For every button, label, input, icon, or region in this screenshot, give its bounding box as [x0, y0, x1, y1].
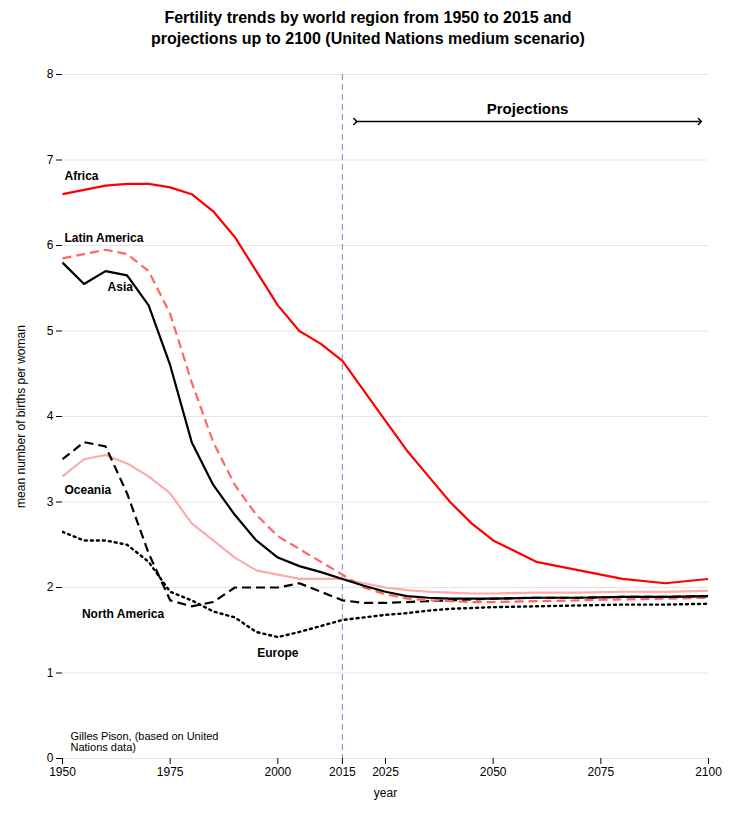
- svg-text:1975: 1975: [157, 765, 184, 779]
- svg-text:Gilles Pison, (based on United: Gilles Pison, (based on UnitedNations da…: [71, 729, 219, 752]
- svg-text:2: 2: [47, 580, 54, 594]
- svg-text:5: 5: [47, 323, 54, 337]
- svg-text:3: 3: [47, 494, 54, 508]
- svg-text:Asia: Asia: [108, 280, 134, 294]
- svg-text:2025: 2025: [372, 765, 399, 779]
- svg-text:0: 0: [47, 751, 54, 765]
- svg-text:4: 4: [47, 409, 54, 423]
- svg-text:2075: 2075: [587, 765, 614, 779]
- svg-text:2050: 2050: [480, 765, 507, 779]
- svg-text:1: 1: [47, 665, 54, 679]
- svg-text:Africa: Africa: [65, 169, 99, 183]
- svg-text:6: 6: [47, 238, 54, 252]
- svg-text:Projections: Projections: [487, 99, 569, 116]
- svg-text:Oceania: Oceania: [65, 483, 112, 497]
- svg-text:mean number of births per woma: mean number of births per woman: [14, 325, 28, 508]
- svg-text:2000: 2000: [264, 765, 291, 779]
- svg-text:2015: 2015: [329, 765, 356, 779]
- svg-text:Europe: Europe: [257, 646, 299, 660]
- svg-text:North America: North America: [82, 607, 165, 621]
- svg-text:Latin America: Latin America: [65, 231, 144, 245]
- svg-text:year: year: [374, 785, 397, 799]
- svg-text:1950: 1950: [49, 765, 76, 779]
- svg-text:7: 7: [47, 152, 54, 166]
- html-text:Fertility trends by world regi: Fertility trends by world region from 19…: [151, 9, 585, 47]
- svg-text:8: 8: [47, 67, 54, 81]
- svg-text:2100: 2100: [695, 765, 722, 779]
